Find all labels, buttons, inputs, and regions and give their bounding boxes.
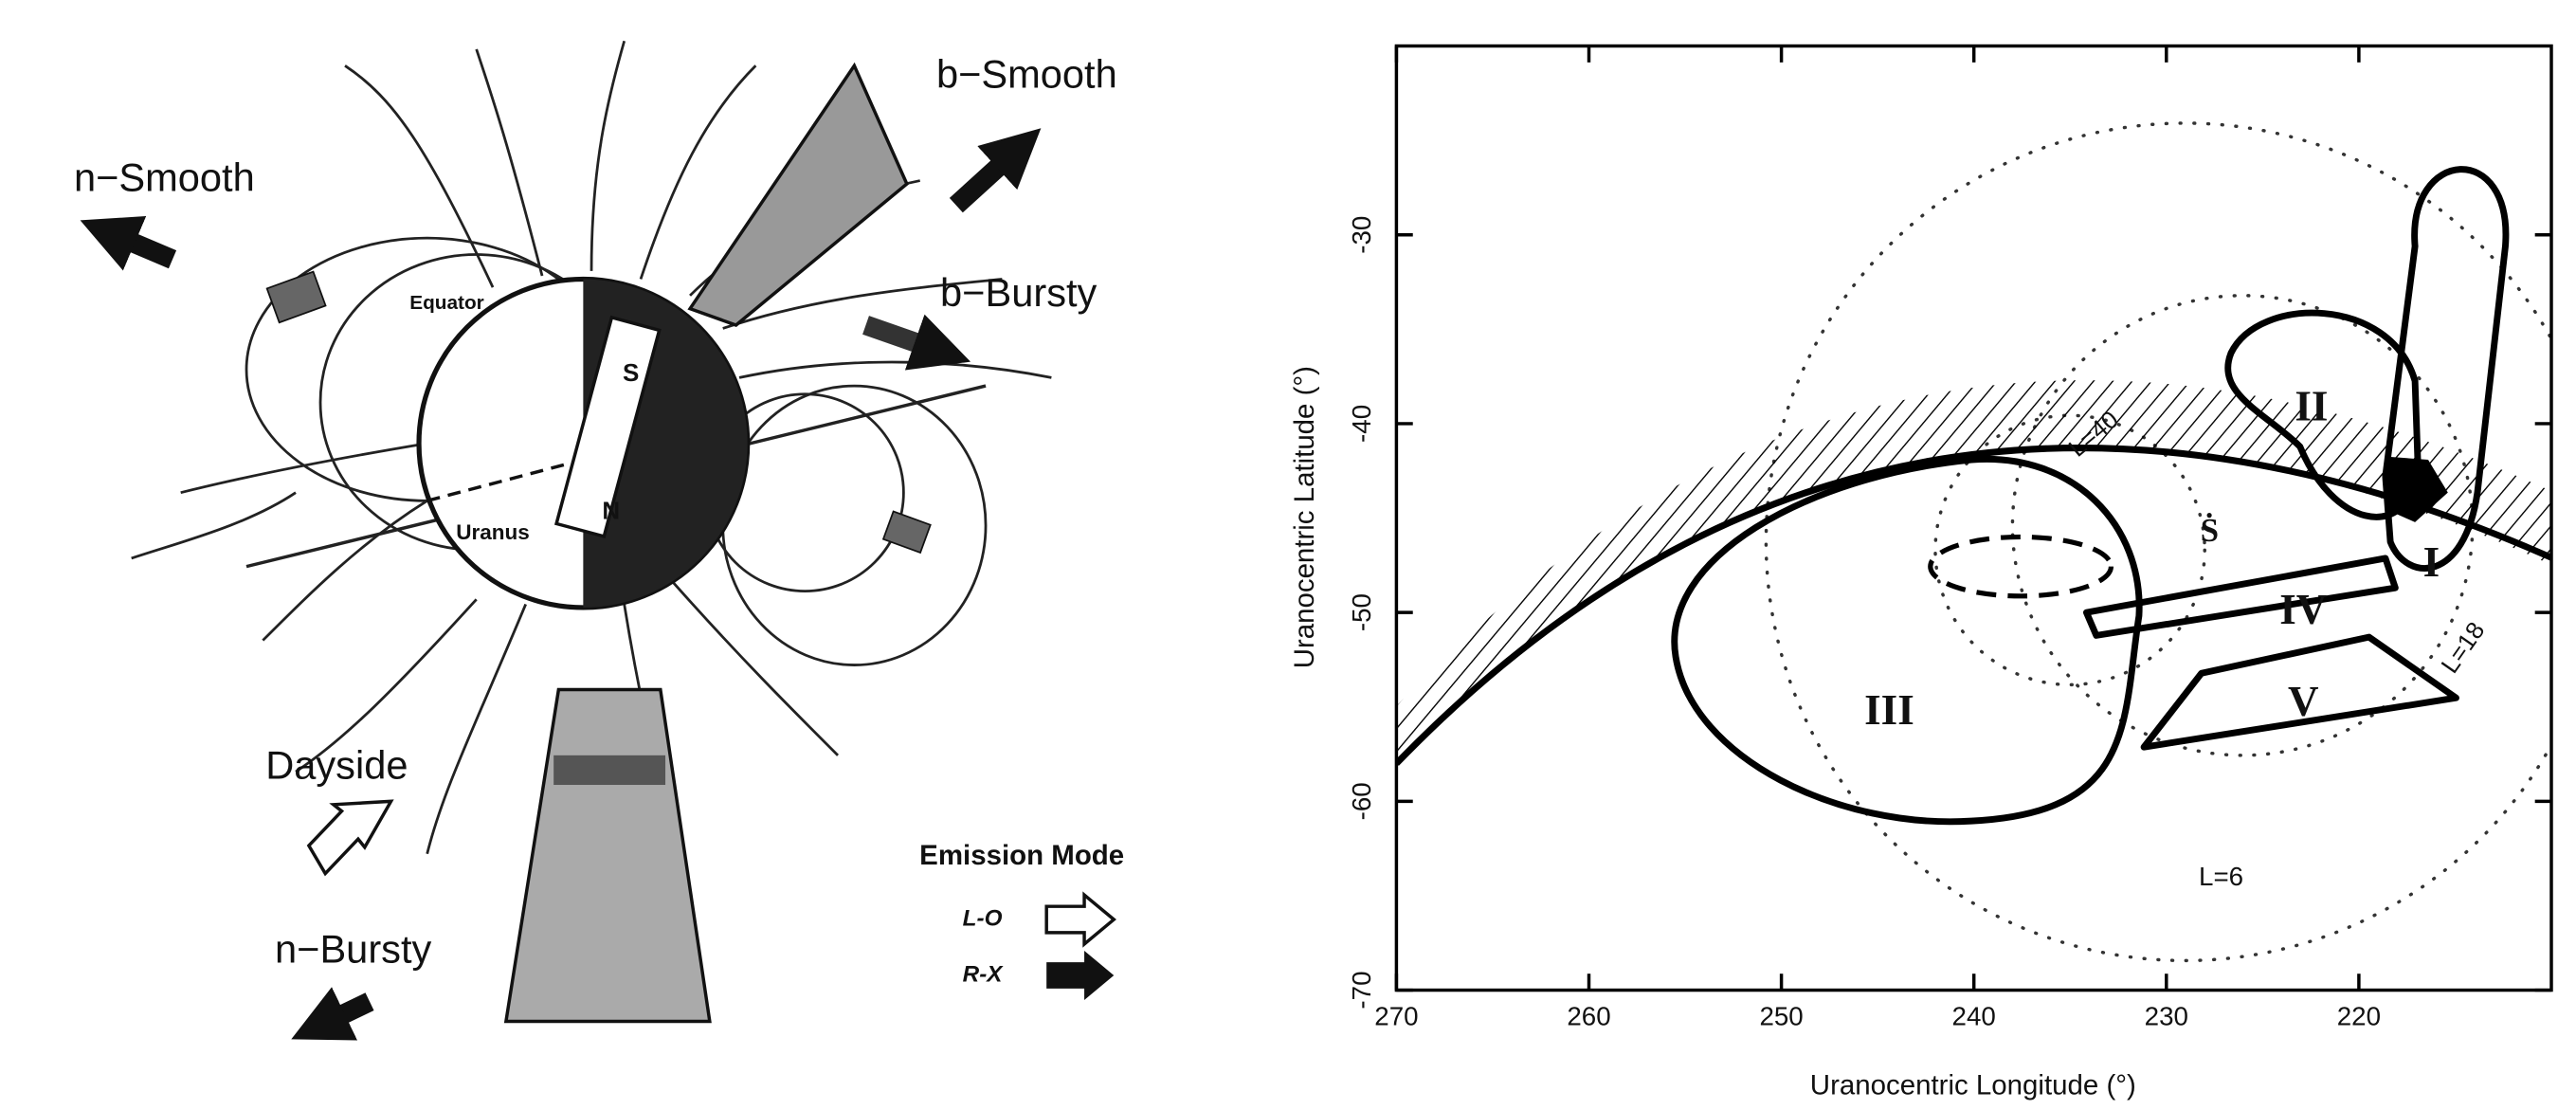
label: Emission Mode	[919, 840, 1124, 871]
label: L-O	[963, 905, 1003, 931]
label: n−Bursty	[275, 927, 432, 972]
n-bursty-cone	[503, 687, 712, 1024]
b-smooth-cone	[687, 62, 909, 327]
label: Dayside	[265, 743, 408, 788]
region-outline	[2140, 633, 2459, 751]
label: N	[602, 496, 620, 524]
region-outline	[1928, 534, 2114, 599]
cone-band	[553, 755, 666, 786]
source-box	[881, 510, 932, 555]
label: b−Smooth	[936, 51, 1117, 96]
plot-content	[1396, 121, 2551, 962]
y-tick-label: -30	[1347, 216, 1376, 254]
label: Equator	[409, 292, 484, 314]
label: n−Smooth	[74, 155, 255, 200]
y-tick-label: -60	[1347, 782, 1376, 820]
region-outline	[2224, 309, 2422, 520]
x-tick-label: 240	[1952, 1001, 1996, 1030]
region-label: I	[2423, 538, 2440, 586]
y-tick-label: -40	[1347, 405, 1376, 443]
region-label: V	[2288, 678, 2319, 725]
region-outline	[2382, 166, 2510, 572]
annotation: Ṡ	[2201, 513, 2219, 549]
magnet	[553, 315, 662, 538]
region-label: II	[2295, 382, 2328, 429]
label: R-X	[963, 961, 1005, 987]
annotation: L=6	[2199, 862, 2243, 891]
magnetosphere-diagram: n−Smooth b−Smooth b−Bursty Dayside n−Bur…	[74, 40, 1124, 1041]
filled-region	[2385, 456, 2448, 522]
region-outline	[1671, 455, 2143, 826]
label: Uranus	[456, 520, 530, 544]
y-tick-label: -50	[1347, 593, 1376, 631]
x-tick-label: 260	[1567, 1001, 1610, 1030]
y-tick-label: -70	[1347, 972, 1376, 1010]
y-axis-label: Uranocentric Latitude (°)	[1289, 366, 1320, 668]
x-tick-label: 230	[2145, 1001, 2188, 1030]
x-tick-label: 250	[1759, 1001, 1803, 1030]
region-label: III	[1864, 686, 1914, 734]
boundary	[1396, 445, 2551, 766]
label: b−Bursty	[940, 270, 1098, 315]
x-tick-label: 220	[2337, 1001, 2381, 1030]
region-outline	[2082, 555, 2399, 639]
annotation: L=18	[2435, 616, 2490, 678]
x-tick-label: 270	[1374, 1001, 1418, 1030]
arrows	[80, 128, 1116, 1041]
hatched-band	[1396, 380, 2551, 764]
chart: I II III IV V L=40 L=18 L=6 Ṡ Uranocentr…	[1289, 44, 2553, 1101]
region-label: IV	[2279, 586, 2328, 633]
x-axis-label: Uranocentric Longitude (°)	[1810, 1070, 2136, 1101]
label: S	[623, 358, 639, 387]
source-box	[265, 270, 327, 324]
